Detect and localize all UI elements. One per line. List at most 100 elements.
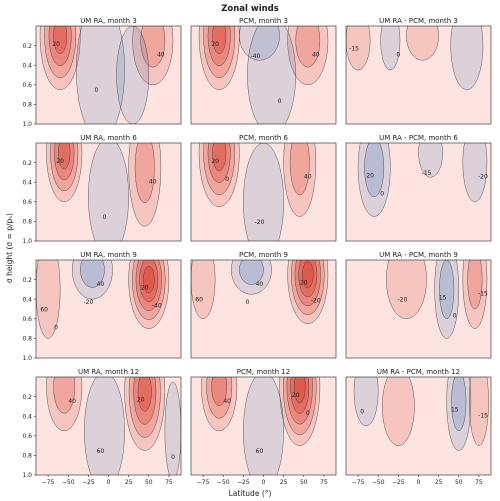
y-tick-label: 0.8 <box>22 336 32 343</box>
x-tick-label: 75 <box>165 479 173 486</box>
panel-background <box>191 377 336 475</box>
contour-lobe <box>289 143 310 196</box>
contour-lobe <box>139 260 159 303</box>
contour-lobe <box>211 377 227 406</box>
contour-label: 40 <box>312 52 320 59</box>
x-tick-label: 25 <box>125 479 133 486</box>
contour-lobe <box>50 143 79 192</box>
y-tick-label: 0.8 <box>22 219 32 226</box>
contour-lobe <box>137 377 152 412</box>
contour-lobe <box>54 143 75 181</box>
contour-lobe <box>239 260 264 285</box>
panel-title: UM RA, month 3 <box>80 17 137 25</box>
contour-lobe <box>88 143 129 241</box>
panel-background <box>36 26 181 124</box>
y-tick-label: 0.4 <box>22 179 32 186</box>
x-tick-label: 25 <box>280 479 288 486</box>
contour-lobe <box>451 377 467 432</box>
x-tick-label: −75 <box>42 479 55 486</box>
contour-label: 0 <box>396 52 400 59</box>
panel-background <box>36 143 181 241</box>
contour-label: 20 <box>56 158 64 165</box>
x-tick-label: 25 <box>435 479 443 486</box>
contour-label: -20 <box>398 297 408 304</box>
panel-background <box>191 26 336 124</box>
panel-title: UM RA - PCM, month 3 <box>379 17 458 25</box>
contour-label: 0 <box>453 312 457 319</box>
x-tick-label: 0 <box>107 479 111 486</box>
contour-lobe <box>44 26 77 78</box>
panel-frame <box>190 25 337 125</box>
x-tick-label: 50 <box>145 479 153 486</box>
contour-lobe <box>418 143 443 178</box>
contour-lobe <box>212 143 227 171</box>
x-axis-label: Latitude (°) <box>229 489 272 498</box>
y-tick-label: 0.2 <box>22 43 32 50</box>
contour-lobe <box>353 377 379 427</box>
contour-label: 0 <box>225 176 229 183</box>
panel-background <box>191 143 336 241</box>
y-tick-label: 0.6 <box>22 433 32 440</box>
panel-title: UM RA - PCM, month 6 <box>379 134 458 142</box>
contour-lobe <box>434 260 459 339</box>
contour-label: 15 <box>451 407 459 414</box>
panel-title: UM RA, month 12 <box>78 368 139 376</box>
contour-lobe <box>294 377 306 404</box>
contour-lobe <box>462 260 488 329</box>
contour-label: 20 <box>292 392 300 399</box>
contour-label: 20 <box>211 41 219 48</box>
panel-frame <box>35 142 182 242</box>
panel-title: UM RA - PCM, month 9 <box>379 251 458 259</box>
y-tick-label: 0.2 <box>22 277 32 284</box>
panel-frame <box>345 25 492 125</box>
x-tick-label: −25 <box>237 479 250 486</box>
y-tick-label: 0.8 <box>22 102 32 109</box>
contour-lobe <box>380 26 401 71</box>
contour-label: -20 <box>255 219 265 226</box>
x-tick-label: −75 <box>352 479 365 486</box>
contour-lobe <box>203 26 236 78</box>
y-tick-label: 1.0 <box>22 238 32 245</box>
contour-lobe <box>191 260 216 319</box>
contour-lobe <box>53 377 76 414</box>
panel-title: PCM, month 9 <box>239 251 288 259</box>
contour-label: -15 <box>349 46 359 53</box>
contour-lobe <box>132 260 166 320</box>
panel-title: PCM, month 3 <box>239 17 288 25</box>
contour-lobe <box>439 260 455 319</box>
panel-background <box>36 260 181 358</box>
chart-panel: 20 40 60 0 UM RA, month 12 0.2 0.4 0.6 0.8 1.0 −75… <box>22 368 182 486</box>
y-tick-label: 0.6 <box>22 199 32 206</box>
contour-label: -15 <box>478 413 488 420</box>
contour-lobe <box>46 377 83 432</box>
contour-lobe <box>247 26 296 124</box>
contour-label: 0 <box>103 214 107 221</box>
contour-lobe <box>382 377 415 446</box>
panel-title: UM RA - PCM, month 12 <box>377 368 460 376</box>
y-tick-label: 1.0 <box>22 121 32 128</box>
x-tick-label: −25 <box>82 479 95 486</box>
contour-label: 20 <box>366 173 374 180</box>
contour-label: 20 <box>141 285 149 292</box>
chart-panel: 20 40 60 -40 -20 0 UM RA, month 9 0.2 0.4 0.6 0.8 1… <box>22 251 182 362</box>
x-tick-label: 0 <box>262 479 266 486</box>
y-tick-label: 0.2 <box>22 394 32 401</box>
contour-lobe <box>164 381 181 475</box>
panel-frame <box>345 259 492 359</box>
x-tick-label: 75 <box>475 479 483 486</box>
contour-lobe <box>39 26 81 90</box>
panel-frame <box>35 25 182 125</box>
contour-lobe <box>294 260 321 307</box>
panel-frame <box>190 142 337 242</box>
y-tick-label: 0.4 <box>22 296 32 303</box>
contour-lobe <box>295 26 321 68</box>
contour-lobe <box>231 260 272 295</box>
y-tick-label: 0.2 <box>22 160 32 167</box>
contour-label: 40 <box>157 52 165 59</box>
contour-lobe <box>291 260 325 315</box>
contour-lobe <box>286 377 313 425</box>
chart-panel: 15 -15 0 UM RA - PCM, month 12 −75 −50 −25 0 25 5… <box>345 368 492 486</box>
chart-panel: 20 40 0 UM RA, month 6 0.2 0.4 0.6 0.8 1.0 <box>22 134 182 245</box>
contour-lobe <box>53 26 68 54</box>
